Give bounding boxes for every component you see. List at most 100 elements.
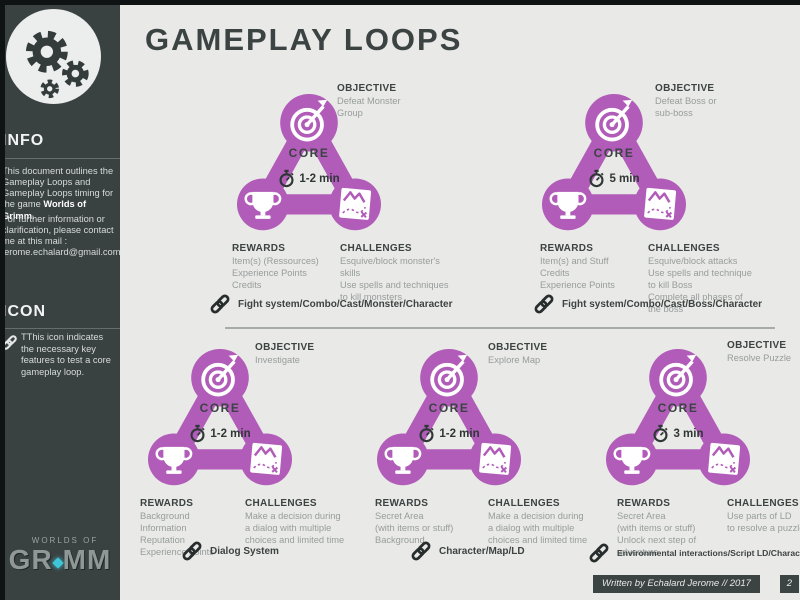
key-features-label: Character/Map/LD [439,545,525,557]
rewards-list: Secret Area (with items or stuff) Backgr… [375,511,454,546]
challenges-block: CHALLENGES Make a decision during a dial… [488,498,600,546]
stopwatch-icon [189,424,206,443]
core-time: 5 min [609,172,640,185]
chain-link-icon [209,293,231,315]
logo-diamond-icon [52,557,64,569]
core-time: 1-2 min [210,427,251,440]
info-divider [0,158,120,159]
challenges-block: CHALLENGES Use parts of LD to resolve a … [727,498,800,534]
left-edge-bar [0,0,5,600]
logo-grimm: GR MM [8,544,112,575]
objective-text: Defeat Monster Group [337,96,401,119]
icon-heading: ICON [2,303,46,320]
loop-ring-graphic [372,348,526,492]
key-features-label: Fight system/Combo/Cast/Boss/Character [562,298,763,310]
gears-icon [6,9,101,104]
challenges-label: CHALLENGES [488,498,560,509]
core-time-row: 1-2 min [143,424,297,443]
rewards-block: REWARDS Item(s) and Stuff Credits Experi… [540,243,652,291]
loop-diagram-explore: OBJECTIVE Explore Map CORE 1-2 min REWAR… [358,336,588,596]
objective-label: OBJECTIVE [655,83,715,94]
core-time-row: 1-2 min [372,424,526,443]
loop-ring: CORE 1-2 min [143,348,297,492]
loop-ring: CORE 1-2 min [232,93,386,237]
game-title-bold: Worlds of Grimm. [2,199,87,221]
core-label: CORE [288,146,330,160]
challenges-list: Make a decision during a dialog with mul… [488,511,588,546]
rewards-list: Item(s) (Ressources) Experience Points C… [232,256,319,291]
challenges-list: Esquive/block attacks Use spells and tec… [648,256,752,315]
top-edge-bar [0,0,800,5]
icon-divider [0,328,120,329]
chain-link-icon [588,542,610,564]
rewards-list: Secret Area (with items or stuff) Unlock… [617,511,697,558]
rewards-block: REWARDS Item(s) (Ressources) Experience … [232,243,344,291]
loop-ring-graphic [537,93,691,237]
objective-text: Explore Map [488,355,541,365]
info-heading: INFO [2,132,45,149]
rewards-list: Background Information Reputation Experi… [140,511,214,558]
rewards-label: REWARDS [375,498,429,509]
objective-block: OBJECTIVE Defeat Boss or sub-boss [655,83,755,119]
objective-block: OBJECTIVE Investigate [255,342,355,366]
gears-logo-badge [6,9,101,104]
loop-diagram-fight-monster: OBJECTIVE Defeat Monster Group CORE 1-2 … [225,75,455,335]
icon-legend-row: TThis icon indicates the necessary key f… [0,332,120,378]
loop-ring-graphic [143,348,297,492]
key-features-label: Environmental interactions/Script LD/Cha… [617,548,800,558]
loop-ring-graphic [601,348,755,492]
key-features-row: Environmental interactions/Script LD/Cha… [588,542,800,564]
key-features-row: Character/Map/LD [410,540,525,562]
objective-label: OBJECTIVE [337,83,397,94]
objective-block: OBJECTIVE Resolve Puzzle [727,340,800,364]
key-features-row: Dialog System [181,540,279,562]
stopwatch-icon [278,169,295,188]
grimm-logo: WORLDS OF GR MM [0,536,120,574]
challenges-label: CHALLENGES [245,498,317,509]
core-label: CORE [428,401,470,415]
challenges-list: Use parts of LD to resolve a puzzle [727,511,800,534]
rewards-label: REWARDS [140,498,194,509]
objective-label: OBJECTIVE [488,342,548,353]
footer-credit: Written by Echalard Jerome // 2017 [593,575,760,593]
chain-link-icon [410,540,432,562]
challenges-label: CHALLENGES [727,498,799,509]
chain-link-icon [181,540,203,562]
challenges-label: CHALLENGES [340,243,412,254]
stopwatch-icon [652,424,669,443]
objective-text: Defeat Boss or sub-boss [655,96,717,119]
objective-block: OBJECTIVE Defeat Monster Group [337,83,437,119]
row-divider [225,327,775,329]
contact-paragraph: For further information or clarification… [2,214,121,258]
challenges-list: Esquive/block monster's skills Use spell… [340,256,449,303]
loop-ring: CORE 5 min [537,93,691,237]
core-time-row: 1-2 min [232,169,386,188]
rewards-label: REWARDS [617,498,671,509]
rewards-list: Item(s) and Stuff Credits Experience Poi… [540,256,615,291]
key-features-row: Fight system/Combo/Cast/Boss/Character [533,293,762,315]
info-paragraph-text: This document outlines the Gameplay Loop… [2,166,114,210]
loop-ring-graphic [232,93,386,237]
sidebar: INFO This document outlines the Gameplay… [0,0,120,600]
logo-worlds-of: WORLDS OF [31,536,99,545]
key-features-row: Fight system/Combo/Cast/Monster/Characte… [209,293,453,315]
key-features-label: Fight system/Combo/Cast/Monster/Characte… [238,298,453,310]
core-label: CORE [199,401,241,415]
core-label: CORE [657,401,699,415]
page-title: GAMEPLAY LOOPS [145,22,463,57]
objective-text: Resolve Puzzle [727,353,792,363]
challenges-list: Make a decision during a dialog with mul… [245,511,345,546]
loop-ring: CORE 3 min [601,348,755,492]
rewards-label: REWARDS [540,243,594,254]
core-time: 1-2 min [299,172,340,185]
loop-diagram-investigate: OBJECTIVE Investigate CORE 1-2 min REWAR… [138,336,368,596]
core-time: 1-2 min [439,427,480,440]
challenges-block: CHALLENGES Make a decision during a dial… [245,498,357,546]
loop-ring: CORE 1-2 min [372,348,526,492]
challenges-block: CHALLENGES Esquive/block monster's skill… [340,243,452,303]
chain-link-icon [533,293,555,315]
page-number-badge: 2 [779,575,799,593]
objective-text: Investigate [255,355,300,365]
core-time-row: 3 min [601,424,755,443]
key-features-label: Dialog System [210,545,279,557]
